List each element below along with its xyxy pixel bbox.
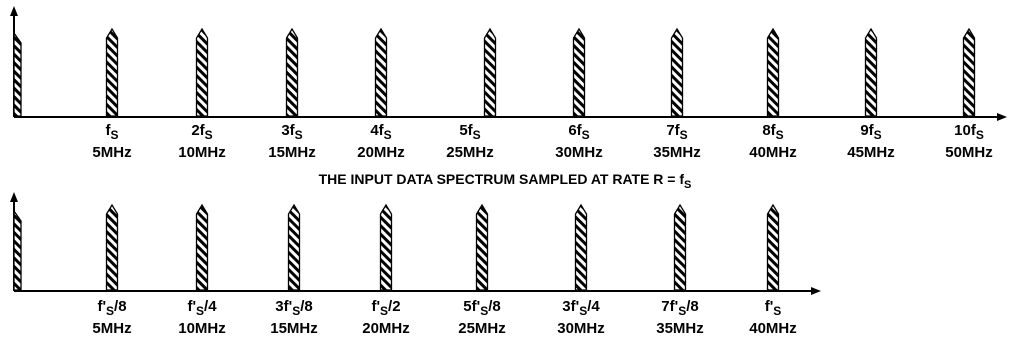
bottom-label-1: f'S/8 xyxy=(97,298,126,318)
top-frequency-labels: fS 5MHz 2fS 10MHz 3fS 15MHz 4fS 20MHz 5f… xyxy=(92,122,992,161)
bottom-spectrum-line-5 xyxy=(475,203,489,291)
top-spectrum-lines xyxy=(13,27,976,117)
bottom-freq-5: 25MHz xyxy=(458,320,506,337)
top-freq-10: 50MHz xyxy=(945,144,993,161)
bottom-label-7: 7f'S/8 xyxy=(661,298,698,318)
bottom-spectrum-line-1 xyxy=(105,203,119,291)
bottom-spectrum-line-8 xyxy=(766,203,780,291)
top-label-3: 3fS xyxy=(281,122,302,142)
top-label-8: 8fS xyxy=(762,122,783,142)
bottom-spectrum-line-3 xyxy=(287,203,301,291)
bottom-label-8: f'S xyxy=(765,298,782,318)
bottom-spectrum-line-7 xyxy=(673,203,687,291)
bottom-freq-2: 10MHz xyxy=(178,320,226,337)
bottom-spectrum-lines xyxy=(13,203,780,291)
top-x-axis-arrow xyxy=(997,113,1007,121)
spectrum-caption: THE INPUT DATA SPECTRUM SAMPLED AT RATE … xyxy=(319,171,692,191)
top-label-10: 10fS xyxy=(954,122,984,142)
top-axes xyxy=(10,6,1007,121)
bottom-freq-8: 40MHz xyxy=(749,320,797,337)
bottom-freq-4: 20MHz xyxy=(362,320,410,337)
top-freq-7: 35MHz xyxy=(653,144,701,161)
top-spectrum-line-2 xyxy=(195,27,209,117)
top-label-2: 2fS xyxy=(191,122,212,142)
top-spectrum-line-3 xyxy=(285,27,299,117)
top-spectrum-line-6 xyxy=(572,27,586,117)
bottom-label-2: f'S/4 xyxy=(187,298,217,318)
top-label-5: 5fS xyxy=(459,122,480,142)
top-freq-6: 30MHz xyxy=(555,144,603,161)
bottom-spectrum-line-6 xyxy=(574,203,588,291)
bottom-spectrum-line-4 xyxy=(379,203,393,291)
bottom-label-5: 5f'S/8 xyxy=(463,298,500,318)
bottom-freq-3: 15MHz xyxy=(270,320,318,337)
bottom-freq-1: 5MHz xyxy=(92,320,131,337)
bottom-dc-line xyxy=(13,208,22,291)
top-spectrum-line-4 xyxy=(374,27,388,117)
top-label-7: 7fS xyxy=(666,122,687,142)
top-spectrum-line-8 xyxy=(766,27,780,117)
bottom-axes xyxy=(10,192,821,295)
bottom-spectrum-line-2 xyxy=(195,203,209,291)
top-spectrum-line-1 xyxy=(105,27,119,117)
top-label-1: fS xyxy=(105,122,118,142)
top-y-axis-arrow xyxy=(10,6,18,16)
top-freq-2: 10MHz xyxy=(178,144,226,161)
bottom-label-6: 3f'S/4 xyxy=(562,298,600,318)
top-freq-5: 25MHz xyxy=(446,144,494,161)
top-spectrum-line-10 xyxy=(962,27,976,117)
bottom-freq-7: 35MHz xyxy=(656,320,704,337)
bottom-label-4: f'S/2 xyxy=(371,298,400,318)
bottom-x-axis-arrow xyxy=(811,287,821,295)
top-spectrum-line-5 xyxy=(483,27,497,117)
top-spectrum-line-9 xyxy=(864,27,878,117)
top-label-4: 4fS xyxy=(370,122,391,142)
top-spectrum-line-7 xyxy=(670,27,684,117)
bottom-y-axis-arrow xyxy=(10,192,18,202)
top-dc-line xyxy=(13,30,22,117)
bottom-label-3: 3f'S/8 xyxy=(275,298,312,318)
top-freq-9: 45MHz xyxy=(847,144,895,161)
top-label-6: 6fS xyxy=(568,122,589,142)
top-freq-8: 40MHz xyxy=(749,144,797,161)
top-freq-4: 20MHz xyxy=(357,144,405,161)
top-freq-1: 5MHz xyxy=(92,144,131,161)
top-label-9: 9fS xyxy=(860,122,881,142)
bottom-frequency-labels: f'S/8 5MHz f'S/4 10MHz 3f'S/8 15MHz f'S/… xyxy=(92,298,796,337)
bottom-freq-6: 30MHz xyxy=(557,320,605,337)
top-freq-3: 15MHz xyxy=(268,144,316,161)
